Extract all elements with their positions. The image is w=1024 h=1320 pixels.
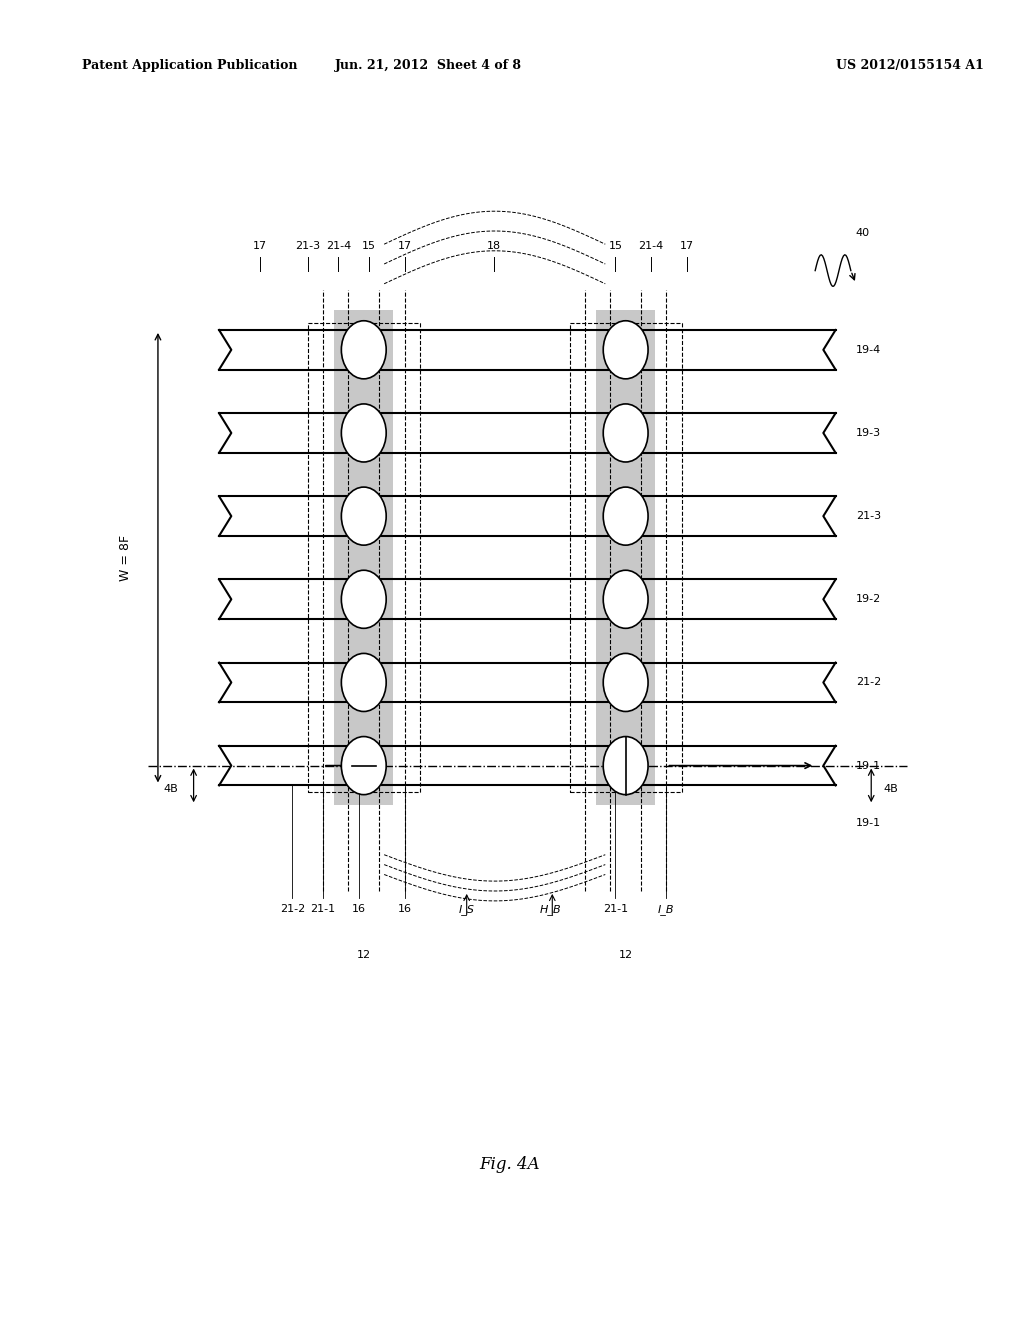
- Text: Patent Application Publication: Patent Application Publication: [82, 59, 297, 73]
- Circle shape: [603, 404, 648, 462]
- Text: Fig. 4A: Fig. 4A: [479, 1156, 540, 1172]
- Text: I_S: I_S: [459, 904, 475, 915]
- Circle shape: [603, 737, 648, 795]
- Text: 21-4: 21-4: [326, 240, 351, 251]
- Text: Jun. 21, 2012  Sheet 4 of 8: Jun. 21, 2012 Sheet 4 of 8: [335, 59, 521, 73]
- Text: 4B: 4B: [164, 784, 178, 793]
- Text: 19-1: 19-1: [856, 818, 881, 829]
- Text: 17: 17: [680, 240, 694, 251]
- Text: 17: 17: [253, 240, 267, 251]
- Text: 12: 12: [618, 950, 633, 961]
- Text: 21-1: 21-1: [603, 904, 628, 915]
- Text: I_B: I_B: [658, 904, 675, 915]
- Text: 19-4: 19-4: [856, 345, 882, 355]
- Circle shape: [341, 487, 386, 545]
- Circle shape: [603, 570, 648, 628]
- Bar: [569, 323, 682, 792]
- Text: H_B: H_B: [540, 904, 561, 915]
- Text: 18: 18: [487, 240, 502, 251]
- Circle shape: [603, 321, 648, 379]
- Circle shape: [341, 321, 386, 379]
- Bar: [308, 323, 420, 792]
- Text: 16: 16: [397, 904, 412, 915]
- Text: 19-3: 19-3: [856, 428, 881, 438]
- Text: W = 8F: W = 8F: [120, 535, 132, 581]
- Text: 16: 16: [351, 904, 366, 915]
- Text: 21-1: 21-1: [310, 904, 336, 915]
- Text: 12: 12: [356, 950, 371, 961]
- Text: 15: 15: [361, 240, 376, 251]
- Bar: [334, 310, 393, 805]
- Circle shape: [603, 487, 648, 545]
- Text: 40: 40: [856, 227, 870, 238]
- Text: 21-2: 21-2: [856, 677, 882, 688]
- Bar: [596, 310, 655, 805]
- Text: 17: 17: [397, 240, 412, 251]
- Circle shape: [341, 570, 386, 628]
- Text: 21-3: 21-3: [295, 240, 321, 251]
- Circle shape: [341, 653, 386, 711]
- Text: 21-2: 21-2: [280, 904, 305, 915]
- Circle shape: [341, 404, 386, 462]
- Text: 19-2: 19-2: [856, 594, 882, 605]
- Text: 21-3: 21-3: [856, 511, 881, 521]
- Text: 21-4: 21-4: [639, 240, 664, 251]
- Circle shape: [341, 737, 386, 795]
- Circle shape: [603, 653, 648, 711]
- Text: 15: 15: [608, 240, 623, 251]
- Text: US 2012/0155154 A1: US 2012/0155154 A1: [836, 59, 983, 73]
- Text: 19-1: 19-1: [856, 760, 881, 771]
- Text: 4B: 4B: [884, 784, 898, 793]
